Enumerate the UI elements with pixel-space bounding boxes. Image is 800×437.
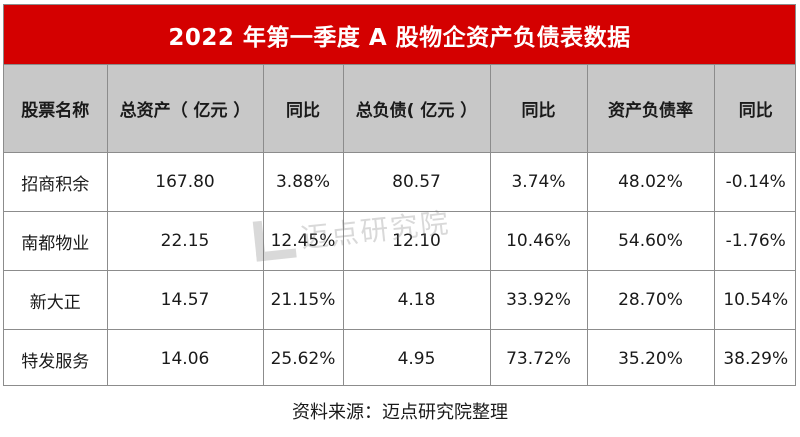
cell-debt-ratio-yoy: -0.14% <box>713 152 795 212</box>
cell-total-liabilities: 4.95 <box>342 329 491 385</box>
table-row: 南都物业 22.15 12.45% 12.10 10.46% 54.60% -1… <box>4 211 795 271</box>
table-row: 特发服务 14.06 25.62% 4.95 73.72% 35.20% 38.… <box>4 329 795 385</box>
cell-total-assets-yoy: 25.62% <box>262 329 344 385</box>
cell-total-liabilities-yoy: 73.72% <box>489 329 588 385</box>
cell-total-assets-yoy: 12.45% <box>262 211 344 271</box>
cell-debt-ratio-yoy: 38.29% <box>713 329 795 385</box>
header-stock-name: 股票名称 <box>4 65 108 153</box>
table-row: 新大正 14.57 21.15% 4.18 33.92% 28.70% 10.5… <box>4 270 795 330</box>
cell-debt-ratio: 48.02% <box>586 152 715 212</box>
header-total-assets: 总资产（ 亿元 ） <box>106 65 264 153</box>
cell-stock-name: 招商积余 <box>4 152 108 212</box>
cell-debt-ratio: 35.20% <box>586 329 715 385</box>
cell-debt-ratio-yoy: -1.76% <box>713 211 795 271</box>
data-table-frame: 2022 年第一季度 A 股物企资产负债表数据 股票名称 总资产（ 亿元 ） 同… <box>3 4 796 386</box>
cell-stock-name: 特发服务 <box>4 329 108 385</box>
header-debt-ratio-yoy: 同比 <box>713 65 795 153</box>
cell-total-liabilities: 12.10 <box>342 211 491 271</box>
cell-total-liabilities-yoy: 3.74% <box>489 152 588 212</box>
balance-sheet-table: 股票名称 总资产（ 亿元 ） 同比 总负债( 亿元 ） 同比 资产负债率 同比 … <box>4 65 795 385</box>
cell-total-liabilities: 4.18 <box>342 270 491 330</box>
header-total-assets-yoy: 同比 <box>262 65 344 153</box>
cell-total-assets: 22.15 <box>106 211 264 271</box>
cell-total-liabilities-yoy: 10.46% <box>489 211 588 271</box>
cell-total-assets: 14.57 <box>106 270 264 330</box>
cell-total-liabilities: 80.57 <box>342 152 491 212</box>
cell-debt-ratio: 28.70% <box>586 270 715 330</box>
header-debt-ratio: 资产负债率 <box>586 65 715 153</box>
header-total-liabilities-yoy: 同比 <box>489 65 588 153</box>
cell-total-assets-yoy: 21.15% <box>262 270 344 330</box>
cell-total-liabilities-yoy: 33.92% <box>489 270 588 330</box>
cell-debt-ratio-yoy: 10.54% <box>713 270 795 330</box>
table-row: 招商积余 167.80 3.88% 80.57 3.74% 48.02% -0.… <box>4 152 795 212</box>
table-title: 2022 年第一季度 A 股物企资产负债表数据 <box>4 5 795 65</box>
cell-total-assets-yoy: 3.88% <box>262 152 344 212</box>
source-note: 资料来源：迈点研究院整理 <box>292 402 508 423</box>
cell-total-assets: 14.06 <box>106 329 264 385</box>
table-header-row: 股票名称 总资产（ 亿元 ） 同比 总负债( 亿元 ） 同比 资产负债率 同比 <box>4 65 795 153</box>
cell-stock-name: 南都物业 <box>4 211 108 271</box>
cell-total-assets: 167.80 <box>106 152 264 212</box>
cell-debt-ratio: 54.60% <box>586 211 715 271</box>
header-total-liabilities: 总负债( 亿元 ） <box>342 65 491 153</box>
cell-stock-name: 新大正 <box>4 270 108 330</box>
